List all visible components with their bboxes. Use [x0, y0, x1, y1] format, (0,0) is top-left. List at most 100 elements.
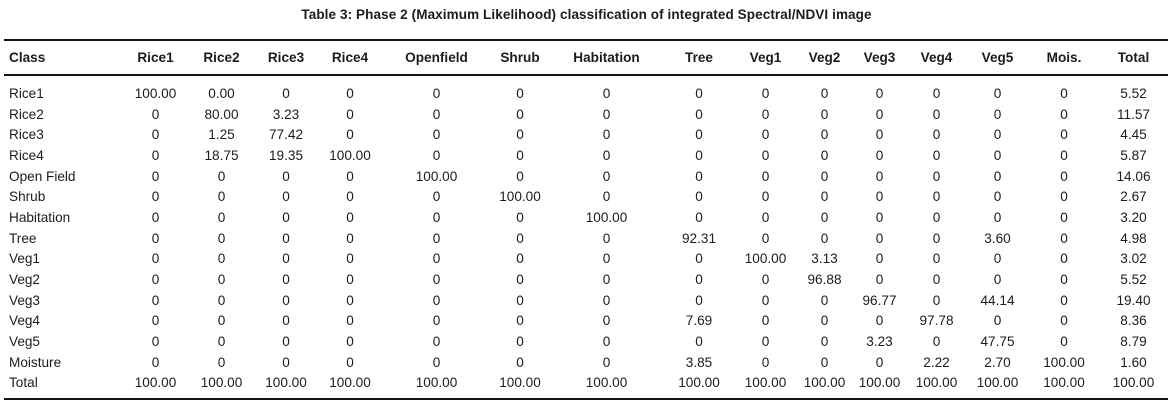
table-row-veg4: Veg4 0 0 0 0 0 0 0 7.69 0 0 0 97.78 0 0 8.36: [4, 311, 1168, 332]
table-cell: 0: [761, 127, 770, 143]
table-cell: 100.00: [585, 209, 628, 225]
table-cell: 0: [151, 147, 160, 163]
table-cell: 0: [151, 106, 160, 122]
table-cell: 0: [346, 168, 354, 184]
table-cell: 0: [875, 127, 884, 143]
table-cell: 0: [432, 127, 441, 143]
table-cell: 0: [282, 230, 290, 246]
table-cell: 0: [820, 313, 829, 329]
table-cell: 0: [695, 168, 703, 184]
table-cell: 0: [217, 272, 226, 288]
table-row-rice3: Rice3 0 1.25 77.42 0 0 0 0 0 0 0 0 0 0 0 4.45: [4, 124, 1168, 145]
row-label: Rice2: [9, 106, 44, 122]
column-header-rice3: Rice3: [254, 39, 318, 76]
table-cell: 0: [695, 272, 703, 288]
table-cell: 19.40: [1116, 292, 1151, 308]
table-cell: 0: [346, 106, 354, 122]
table-cell: 3.23: [866, 334, 893, 350]
table-cell: 0: [516, 313, 524, 329]
table-cell: 0: [761, 189, 770, 205]
table-cell: 0: [820, 85, 829, 101]
table-cell: 0: [602, 292, 611, 308]
table-header-row: Class Rice1 Rice2 Rice3 Rice4 Openfield Shrub H…: [4, 39, 1168, 76]
table-cell: 0: [1060, 189, 1068, 205]
table-cell: 100.00: [664, 373, 734, 401]
table-cell: 0: [282, 209, 290, 225]
table-cell: 0: [820, 127, 829, 143]
table-cell: 0: [516, 147, 524, 163]
table-row-rice2: Rice2 0 80.00 3.23 0 0 0 0 0 0 0 0 0 0 0 11.57: [4, 104, 1168, 125]
table-cell: 0: [1060, 85, 1068, 101]
table-cell: 100.00: [122, 373, 189, 401]
table-cell: 0: [820, 189, 829, 205]
table-cell: 0: [516, 354, 524, 370]
table-cell: 0: [432, 85, 441, 101]
table-cell: 0: [282, 251, 290, 267]
table-cell: 0: [602, 168, 611, 184]
table-cell: 0: [932, 292, 941, 308]
table-cell: 0: [875, 251, 884, 267]
table-cell: 0: [346, 127, 354, 143]
table-cell: 0: [761, 85, 770, 101]
row-label: Moisture: [9, 354, 62, 370]
table-row-veg2: Veg2 0 0 0 0 0 0 0 0 0 96.88 0 0 0 0 5.52: [4, 269, 1168, 290]
table-cell: 0: [346, 354, 354, 370]
column-header-total: Total: [1099, 39, 1168, 76]
table-cell: 0: [432, 354, 441, 370]
table-cell: 2.70: [984, 354, 1011, 370]
table-cell: 0: [432, 292, 441, 308]
column-header-veg3: Veg3: [852, 39, 907, 76]
table-cell: 0: [695, 251, 703, 267]
table-cell: 92.31: [681, 230, 717, 246]
table-cell: 3.23: [272, 106, 300, 122]
row-label: Veg2: [9, 272, 40, 288]
table-cell: 0: [932, 168, 941, 184]
table-cell: 0: [932, 127, 941, 143]
table-row-tree: Tree 0 0 0 0 0 0 0 92.31 0 0 0 0 3.60 0 4.98: [4, 228, 1168, 249]
table-cell: 100.00: [797, 373, 852, 401]
table-cell: 0: [432, 313, 441, 329]
table-cell: 0: [217, 292, 226, 308]
row-label: Tree: [9, 230, 37, 246]
table-cell: 0: [875, 106, 884, 122]
table-cell: 0: [1060, 313, 1068, 329]
table-cell: 0: [602, 272, 611, 288]
table-cell: 3.13: [811, 251, 838, 267]
column-header-rice2: Rice2: [189, 39, 254, 76]
table-cell: 0: [217, 354, 226, 370]
table-cell: 14.06: [1116, 168, 1151, 184]
table-cell: 0: [761, 313, 770, 329]
table-cell: 0: [875, 313, 884, 329]
table-cell: 0: [516, 230, 524, 246]
table-cell: 0: [695, 292, 703, 308]
table-cell: 0: [761, 354, 770, 370]
row-label: Shrub: [9, 189, 46, 205]
table-cell: 0: [993, 272, 1002, 288]
table-row-openfield: Open Field 0 0 0 0 100.00 0 0 0 0 0 0 0 0 0 14.06: [4, 166, 1168, 187]
table-cell: 100.00: [329, 147, 371, 163]
table-row-moisture: Moisture 0 0 0 0 0 0 0 3.85 0 0 0 2.22 2.70 100.00 1.60: [4, 352, 1168, 373]
table-cell: 100.00: [852, 373, 907, 401]
column-header-rice4: Rice4: [318, 39, 382, 76]
table-cell: 0: [820, 354, 829, 370]
table-cell: 0: [432, 272, 441, 288]
table-cell: 100.00: [134, 85, 177, 101]
row-label: Rice3: [9, 127, 44, 143]
table-cell: 0: [432, 189, 441, 205]
table-cell: 0: [761, 147, 770, 163]
column-header-tree: Tree: [664, 39, 734, 76]
table-cell: 0: [282, 313, 290, 329]
table-cell: 0: [602, 251, 611, 267]
table-cell: 0: [432, 209, 441, 225]
table-cell: 0: [695, 127, 703, 143]
table-cell: 0: [151, 251, 160, 267]
table-cell: 3.02: [1120, 251, 1147, 267]
table-cell: 0: [695, 106, 703, 122]
table-cell: 0: [151, 354, 160, 370]
table-cell: 0: [516, 85, 524, 101]
table-cell: 0: [932, 85, 941, 101]
column-header-class: Class: [4, 39, 122, 76]
table-cell: 11.57: [1116, 106, 1150, 122]
table-cell: 0: [993, 209, 1002, 225]
table-row-veg5: Veg5 0 0 0 0 0 0 0 0 0 0 3.23 0 47.75 0 8.79: [4, 331, 1168, 352]
